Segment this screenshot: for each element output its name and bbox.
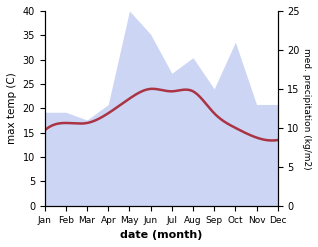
X-axis label: date (month): date (month) (120, 230, 203, 240)
Y-axis label: med. precipitation (kg/m2): med. precipitation (kg/m2) (302, 48, 311, 169)
Y-axis label: max temp (C): max temp (C) (7, 72, 17, 144)
